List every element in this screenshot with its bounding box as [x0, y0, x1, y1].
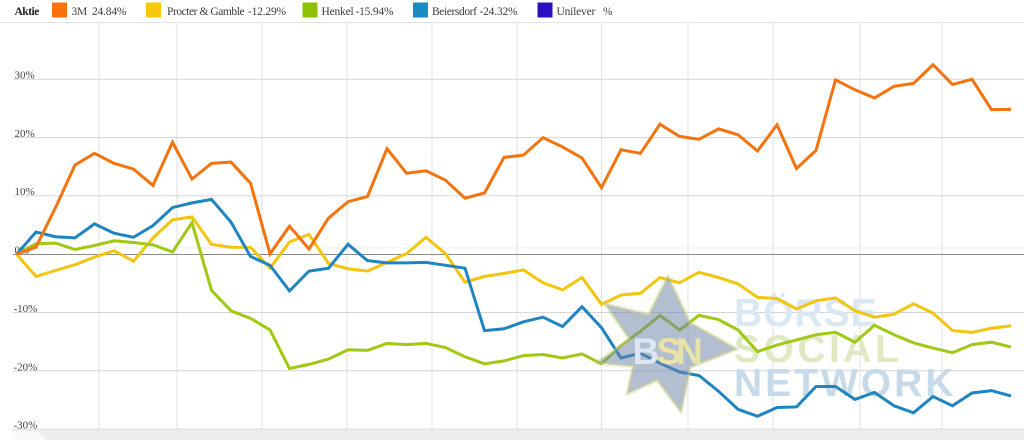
svg-text:B: B [633, 331, 660, 372]
svg-text:-12.29%: -12.29% [248, 6, 287, 18]
svg-text:N: N [676, 331, 703, 372]
svg-text:-15.94%: -15.94% [356, 6, 395, 18]
svg-text:-24.32%: -24.32% [480, 6, 519, 18]
svg-text:3M: 3M [72, 6, 88, 18]
svg-text:S: S [657, 331, 682, 372]
svg-text:Unilever: Unilever [557, 6, 596, 18]
svg-text:Aktie: Aktie [15, 6, 40, 18]
svg-text:24.84%: 24.84% [92, 6, 127, 18]
svg-text:10%: 10% [15, 186, 35, 198]
svg-text:-20%: -20% [14, 361, 38, 373]
svg-text:%: % [603, 6, 613, 18]
svg-text:-10%: -10% [14, 303, 38, 315]
svg-text:20%: 20% [15, 128, 35, 140]
svg-text:-30%: -30% [14, 420, 38, 432]
svg-text:NETWORK: NETWORK [734, 362, 956, 405]
svg-text:Procter & Gamble: Procter & Gamble [167, 6, 244, 18]
svg-text:BÖRSE: BÖRSE [734, 292, 878, 335]
svg-text:30%: 30% [15, 70, 35, 82]
svg-text:Beiersdorf: Beiersdorf [432, 6, 477, 18]
svg-text:Henkel: Henkel [322, 6, 354, 18]
